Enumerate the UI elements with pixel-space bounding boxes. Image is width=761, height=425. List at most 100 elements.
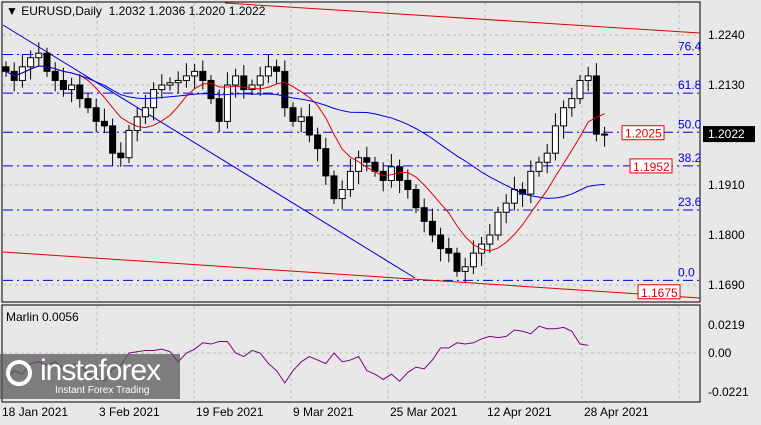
candle-body	[592, 75, 600, 135]
price-label-box	[629, 158, 673, 174]
candle-body	[412, 189, 420, 209]
candle-body	[264, 66, 272, 77]
candle-body	[314, 134, 322, 150]
candle-body	[453, 252, 461, 272]
candle-body	[469, 252, 477, 268]
price-tick: 1.1800	[708, 228, 745, 242]
candle-body	[363, 157, 371, 163]
candle-body	[527, 170, 535, 195]
fibo-label: 61.8	[678, 78, 702, 92]
candle-body	[601, 133, 609, 136]
indicator-label: Marlin 0.0056	[6, 310, 79, 324]
symbol-label: EURUSD,Daily	[21, 4, 102, 18]
candle-body	[207, 79, 215, 100]
ohlc-readout: 1.2032 1.2036 1.2020 1.2022	[108, 4, 266, 18]
candle-body	[100, 120, 108, 127]
candle-body	[215, 98, 223, 122]
fibo-label: 0.0	[678, 265, 695, 279]
candle-body	[133, 116, 141, 131]
candle-body	[256, 75, 264, 86]
price-label: 1.1952	[633, 160, 670, 174]
indicator-tick: 0.00	[708, 346, 732, 360]
candle-body	[428, 220, 436, 236]
candle-body	[281, 70, 289, 109]
current-price-label: 1.2022	[708, 127, 745, 141]
candle-body	[576, 79, 584, 100]
candle-body	[158, 84, 166, 91]
candle-body	[338, 189, 346, 200]
candle-body	[560, 107, 568, 127]
candle-body	[27, 57, 35, 68]
date-label: 9 Mar 2021	[293, 405, 354, 419]
candle-body	[240, 75, 248, 91]
candle-body	[59, 79, 67, 91]
channel-lower	[2, 251, 701, 299]
price-tick: 1.2240	[708, 28, 745, 42]
candle-body	[117, 152, 125, 159]
price-label-box	[621, 125, 665, 141]
fibo-label: 23.6	[678, 195, 702, 209]
ma-fast-line	[5, 65, 605, 252]
indicator-tick: 0.0219	[708, 318, 745, 332]
candle-body	[568, 98, 576, 109]
candle-body	[174, 79, 182, 84]
candle-body	[387, 166, 395, 181]
date-label: 12 Apr 2021	[487, 405, 552, 419]
triangle-down-icon[interactable]: ▼	[6, 4, 22, 18]
date-label: 28 Apr 2021	[584, 405, 649, 419]
candle-body	[330, 175, 338, 200]
candle-body	[191, 70, 199, 77]
candle-body	[535, 161, 543, 172]
instaforex-logo: instaforex Instant Forex Trading	[0, 354, 180, 399]
candle-body	[486, 234, 494, 245]
logo-name: instaforex	[40, 354, 161, 387]
gear-icon	[6, 360, 32, 386]
candle-body	[109, 125, 117, 154]
candle-body	[445, 248, 453, 254]
date-label: 18 Jan 2021	[2, 405, 68, 419]
candle-body	[371, 161, 379, 172]
date-label: 25 Mar 2021	[390, 405, 458, 419]
candle-body	[543, 152, 551, 163]
candle-body	[232, 75, 240, 86]
price-tick: 1.1690	[708, 278, 745, 292]
candle-body	[404, 179, 412, 191]
indicator-tick: -0.0221	[708, 385, 749, 399]
price-label: 1.2025	[625, 127, 662, 141]
candle-body	[43, 52, 51, 72]
price-label-box	[637, 284, 681, 300]
price-tick: 1.2130	[708, 78, 745, 92]
candle-body	[248, 84, 256, 91]
price-panel-frame	[1, 1, 701, 303]
candle-body	[182, 75, 190, 81]
candle-body	[289, 107, 297, 122]
logo-tagline: Instant Forex Trading	[55, 385, 150, 396]
current-price-box	[703, 126, 755, 143]
candle-body	[92, 107, 100, 122]
trend-line	[2, 24, 416, 279]
candle-body	[141, 107, 149, 118]
candle-body	[551, 125, 559, 154]
candle-body	[502, 202, 510, 213]
candle-body	[494, 211, 502, 236]
indicator-panel-frame	[1, 304, 701, 403]
candle-body	[437, 234, 445, 250]
candle-body	[510, 189, 518, 204]
date-label: 19 Feb 2021	[196, 405, 264, 419]
chart-title: ▼ EURUSD,Daily 1.2032 1.2036 1.2020 1.20…	[6, 4, 265, 18]
candle-body	[166, 82, 174, 86]
candle-body	[396, 166, 404, 181]
candle-body	[2, 66, 10, 72]
candle-body	[355, 157, 363, 172]
ma-slow-line	[5, 65, 605, 199]
fibo-label: 50.0	[678, 117, 702, 131]
candle-body	[51, 70, 59, 81]
candle-body	[76, 84, 84, 100]
fibo-label: 38.2	[678, 151, 702, 165]
candle-body	[461, 266, 469, 272]
candle-body	[305, 116, 313, 136]
candle-body	[273, 66, 281, 72]
candle-body	[322, 148, 330, 177]
candle-body	[84, 98, 92, 109]
